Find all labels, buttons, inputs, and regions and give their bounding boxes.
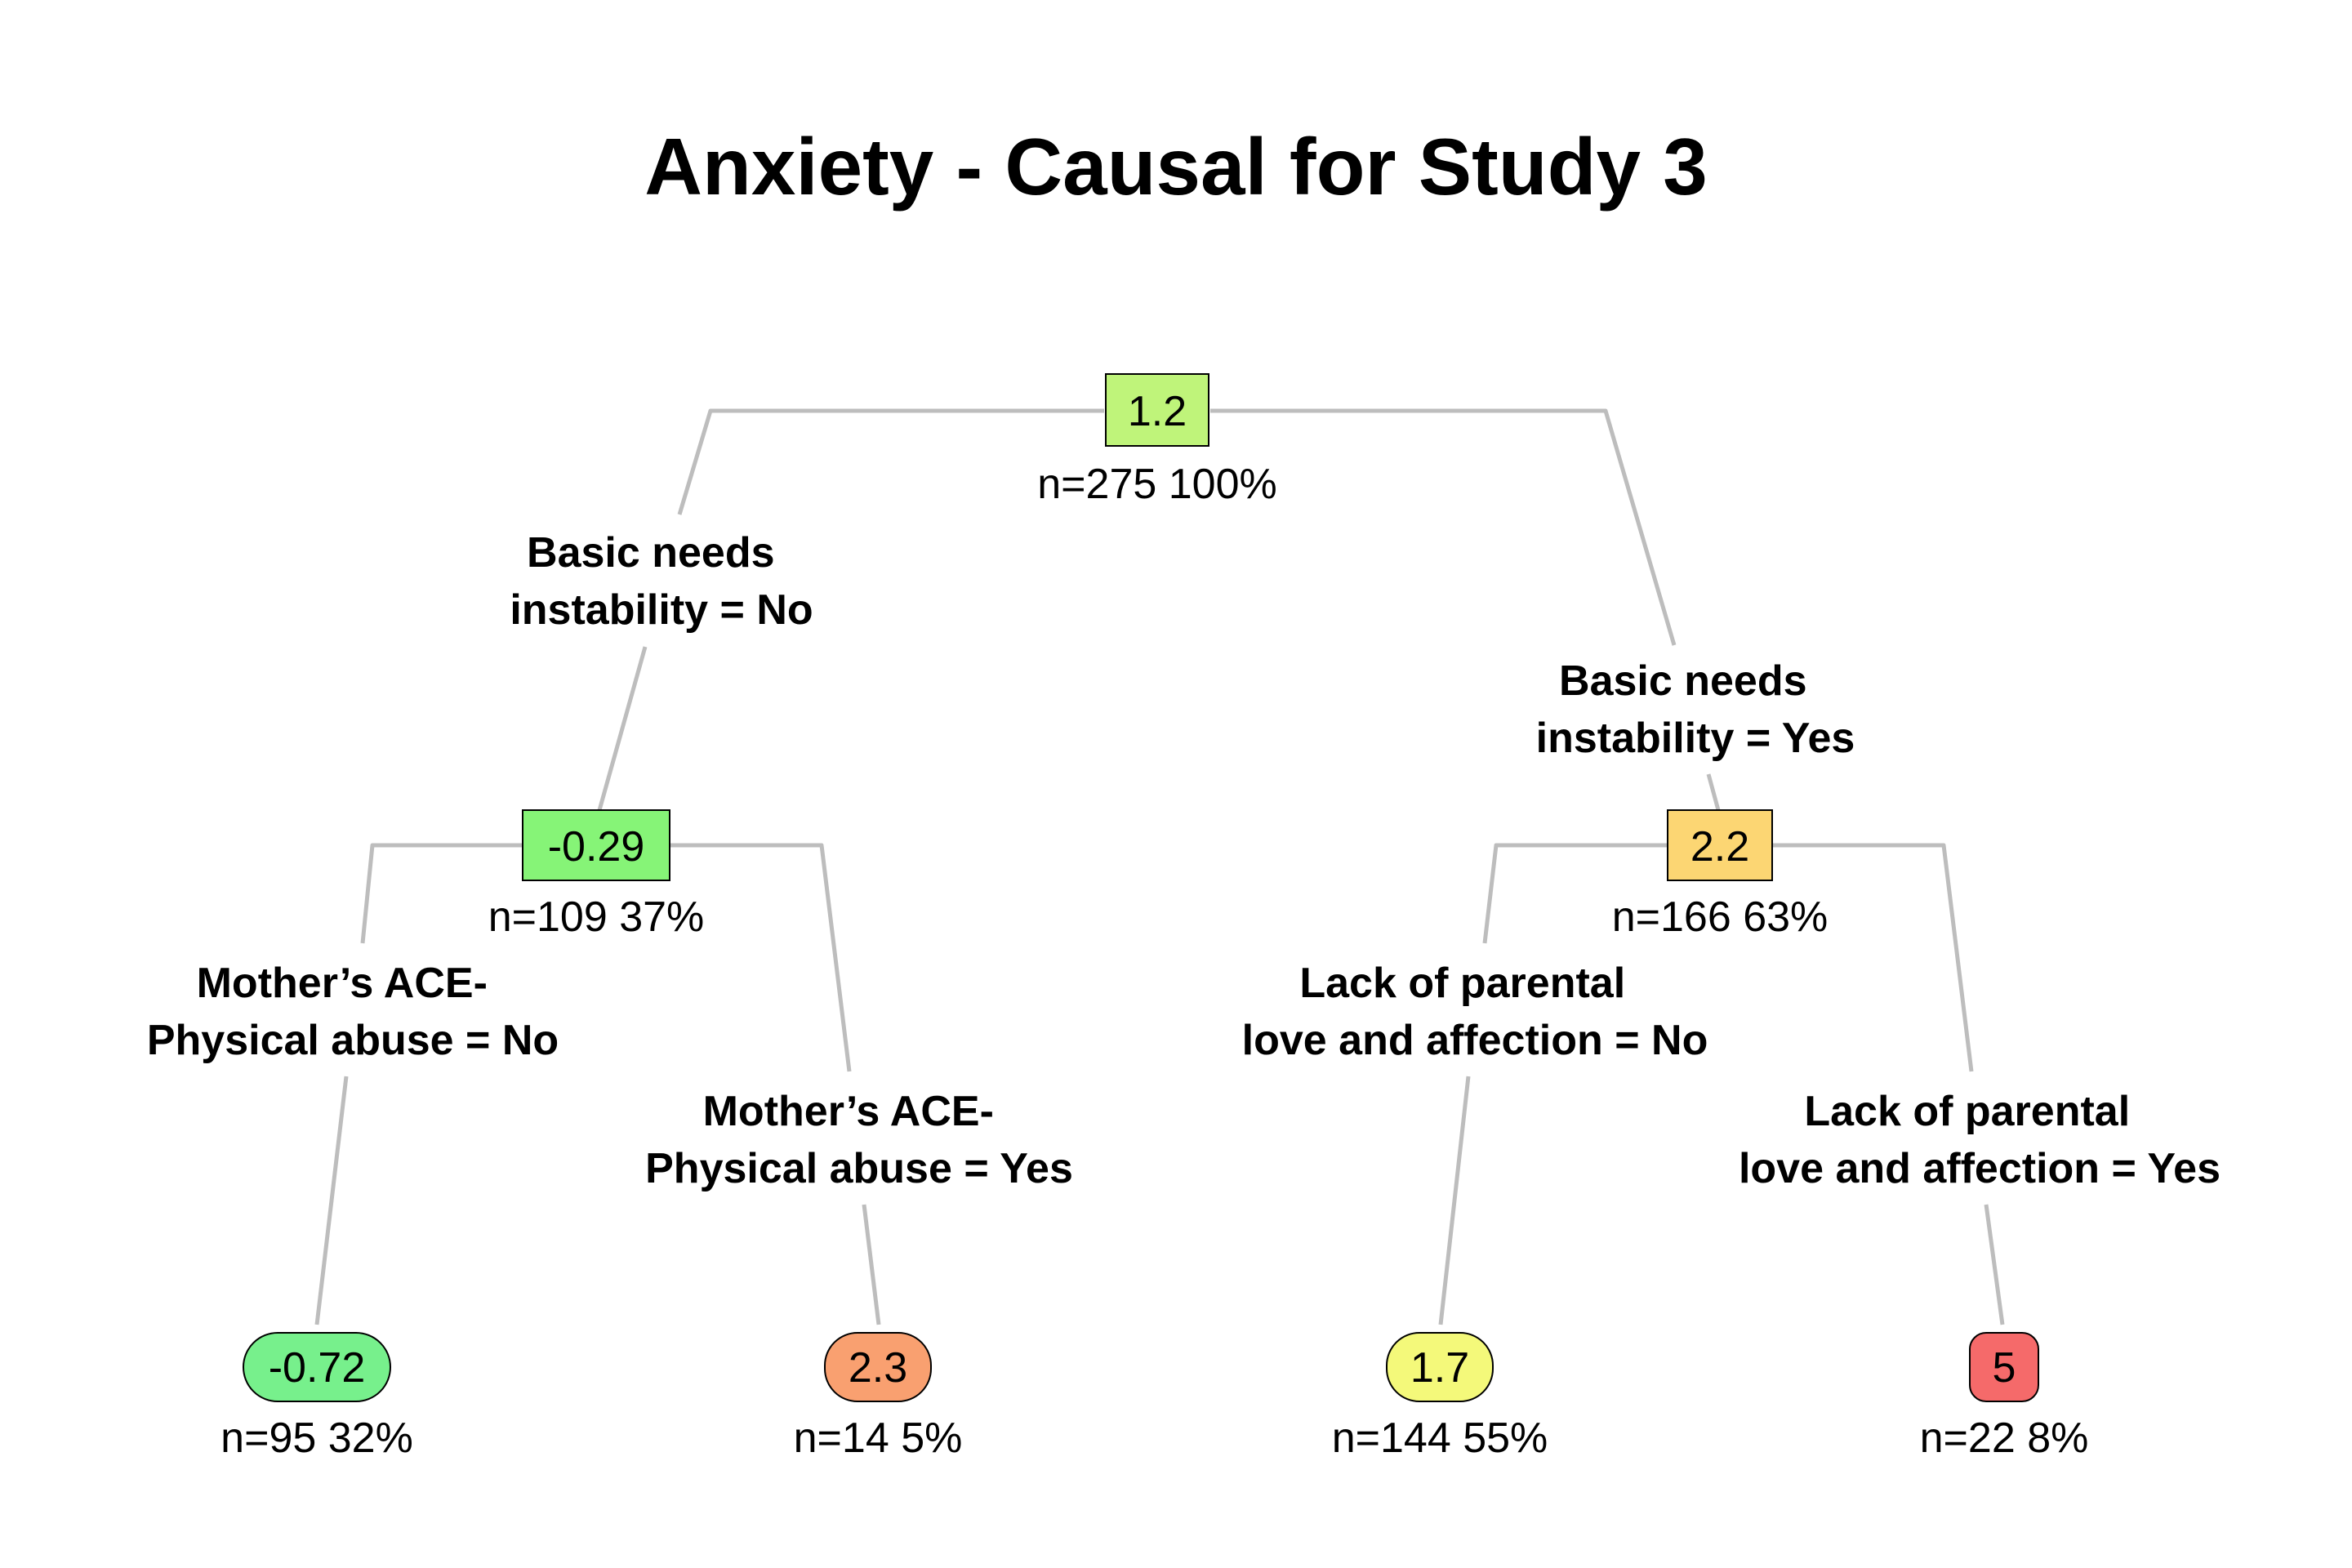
split-label-line: instability = No	[510, 586, 813, 634]
split-label-line: Mother’s ACE-	[197, 960, 488, 1007]
split-label-line: Basic needs	[527, 529, 775, 577]
node-value: 1.2	[1128, 388, 1187, 435]
split-label-line: Lack of parental	[1804, 1088, 2130, 1135]
split-label-line: love and affection = Yes	[1739, 1145, 2221, 1192]
split-label-right-right: Lack of parental love and affection = Ye…	[1739, 1088, 2221, 1192]
edge-root-left	[677, 408, 1104, 515]
node-stats: n=109 37%	[488, 893, 705, 941]
split-label-line: Physical abuse = Yes	[645, 1145, 1073, 1192]
split-label-line: love and affection = No	[1242, 1017, 1708, 1064]
node-value: -0.29	[548, 823, 645, 871]
leaf-value: 5	[1993, 1344, 2016, 1392]
split-label-root-right: Basic needs instability = Yes	[1536, 657, 1855, 762]
edge-root-left-lower	[597, 646, 648, 811]
split-labels: Basic needs instability = No Basic needs…	[147, 529, 2221, 1192]
edge-root-right-lower	[1706, 773, 1721, 811]
node-box	[1667, 809, 1773, 881]
edge-left-leaf-ll-lower	[314, 1076, 349, 1325]
leaf-value: 2.3	[849, 1344, 907, 1392]
split-label-line: Physical abuse = No	[147, 1017, 559, 1064]
tree-node-root: 1.2 n=275 100%	[1037, 373, 1277, 508]
leaf-box	[824, 1332, 932, 1402]
edge-right-leaf-rr	[1772, 843, 1974, 1072]
tree-node-left: -0.29 n=109 37%	[488, 809, 705, 941]
leaf-box	[1969, 1332, 2039, 1402]
node-box	[1105, 373, 1209, 447]
edge-right-leaf-rl	[1482, 843, 1668, 944]
split-label-root-left: Basic needs instability = No	[510, 529, 813, 634]
leaf-stats: n=22 8%	[1920, 1414, 2089, 1462]
edge-right-leaf-rr-lower	[1984, 1204, 2005, 1325]
tree-node-right: 2.2 n=166 63%	[1612, 809, 1829, 941]
edge-root-right	[1210, 408, 1677, 646]
leaf-value: 1.7	[1410, 1344, 1469, 1392]
leaf-value: -0.72	[269, 1344, 366, 1392]
tree-leaf-lr: 2.3 n=14 5%	[794, 1332, 963, 1462]
leaf-box	[243, 1332, 391, 1402]
tree-leaf-rl: 1.7 n=144 55%	[1332, 1332, 1548, 1462]
node-stats: n=166 63%	[1612, 893, 1829, 941]
edge-left-leaf-lr-lower	[862, 1204, 881, 1325]
tree-edges	[314, 408, 2005, 1325]
node-box	[522, 809, 670, 881]
leaf-stats: n=95 32%	[220, 1414, 413, 1462]
leaf-stats: n=144 55%	[1332, 1414, 1548, 1462]
split-label-line: instability = Yes	[1536, 715, 1855, 762]
split-label-line: Mother’s ACE-	[703, 1088, 994, 1135]
edge-left-leaf-lr	[670, 843, 852, 1072]
split-label-left-right: Mother’s ACE- Physical abuse = Yes	[645, 1088, 1073, 1192]
tree-leaf-rr: 5 n=22 8%	[1920, 1332, 2089, 1462]
split-label-left-left: Mother’s ACE- Physical abuse = No	[147, 960, 559, 1064]
node-stats: n=275 100%	[1037, 461, 1277, 508]
leaf-stats: n=14 5%	[794, 1414, 963, 1462]
edge-left-leaf-ll	[360, 843, 523, 944]
split-label-line: Lack of parental	[1299, 960, 1625, 1007]
split-label-line: Basic needs	[1559, 657, 1807, 705]
split-label-right-left: Lack of parental love and affection = No	[1242, 960, 1708, 1064]
diagram-title: Anxiety - Causal for Study 3	[644, 122, 1708, 212]
node-value: 2.2	[1690, 823, 1749, 871]
edge-right-leaf-rl-lower	[1438, 1076, 1471, 1325]
leaf-box	[1386, 1332, 1494, 1402]
tree-leaf-ll: -0.72 n=95 32%	[220, 1332, 413, 1462]
